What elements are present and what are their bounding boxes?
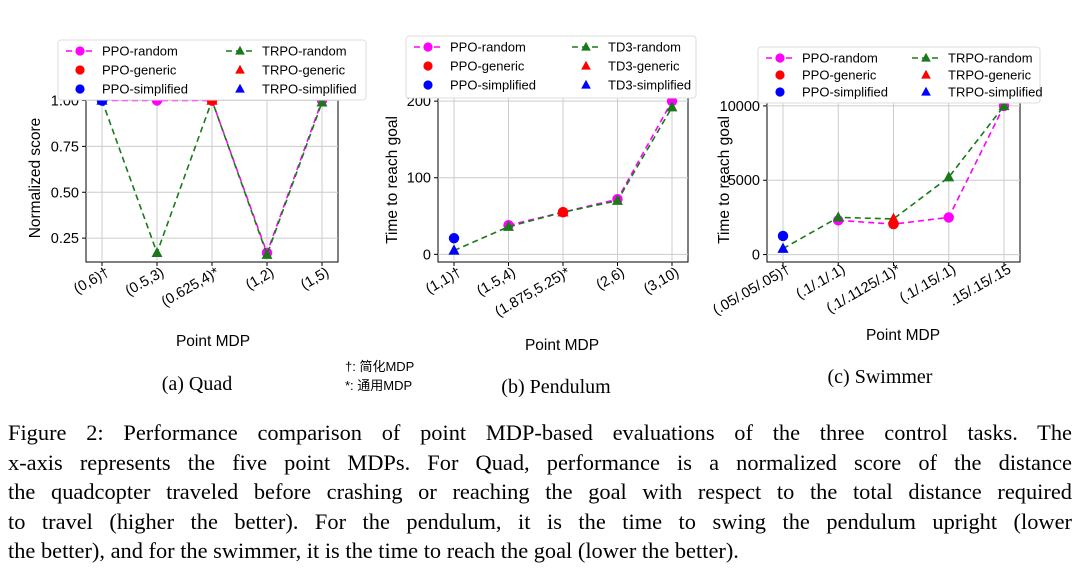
legend-label: PPO-random [450, 40, 526, 55]
legend-marker [235, 45, 245, 55]
caption-line: the better), and for the swimmer, it is … [8, 538, 739, 563]
x-tick-label: (0.5,3) [123, 265, 167, 300]
legend-label: TRPO-simplified [262, 82, 357, 97]
y-tick-label: 0.50 [51, 185, 79, 201]
legend-marker [581, 79, 591, 89]
legend-label: PPO-simplified [102, 82, 188, 97]
x-tick-label: .15/.15/.15 [947, 262, 1014, 310]
y-tick-label: 100 [407, 171, 431, 187]
data-point-ppo-random [666, 95, 678, 107]
legend-marker [775, 87, 785, 97]
series-line-trpo-random [782, 105, 1005, 250]
data-point-td3-simplified [448, 244, 460, 255]
legend-marker [423, 80, 433, 90]
legend-label: PPO-simplified [450, 78, 536, 93]
data-point-td3-generic [557, 206, 569, 217]
legend-box [757, 46, 1041, 104]
annotation-simplified-note: †: 简化MDP [345, 359, 414, 374]
legend-marker [775, 53, 785, 63]
data-point-trpo-random [261, 248, 273, 259]
y-tick-label: 0 [423, 247, 431, 263]
x-axis-label: Point MDP [866, 327, 940, 344]
legend-label: PPO-random [102, 44, 178, 59]
legend-marker [75, 65, 85, 75]
legend-label: PPO-random [802, 51, 878, 66]
data-point-ppo-simplified [777, 230, 789, 242]
x-tick-label: (1,1)† [423, 265, 464, 298]
y-tick-label: 0.75 [51, 139, 79, 155]
x-tick-label: (2,6) [594, 265, 628, 294]
legend-label: TRPO-simplified [948, 85, 1043, 100]
data-point-trpo-random [943, 171, 955, 182]
data-point-td3-random [503, 220, 514, 231]
legend-label: PPO-generic [450, 59, 525, 74]
legend-marker [235, 83, 245, 93]
legend-label: TRPO-random [262, 44, 347, 59]
data-point-ppo-random [943, 212, 954, 223]
legend-label: TRPO-generic [262, 63, 346, 78]
legend-marker [581, 60, 591, 70]
legend-marker [75, 84, 85, 94]
legend-marker [921, 86, 931, 96]
quad-chart: (0,6)† (0.5,3)(0.625,4)* (1,2) (1,5) 0.25 0.5… [27, 39, 367, 395]
y-axis-label: Time to reach goal [716, 116, 733, 244]
legend-box [405, 35, 697, 99]
legend-label: TRPO-generic [948, 68, 1032, 83]
y-axis-label: Time to reach goal [384, 116, 401, 244]
legend-label: PPO-generic [102, 63, 177, 78]
data-point-trpo-random [998, 99, 1010, 111]
data-point-trpo-random [151, 246, 163, 257]
data-point-trpo-random [316, 96, 328, 107]
y-tick-label: 0 [752, 248, 760, 264]
legend-label: TD3-generic [608, 59, 680, 74]
x-tick-label: (0.625,4)* [159, 264, 222, 310]
legend-marker [921, 52, 931, 62]
legend-marker [921, 69, 931, 79]
legend-label: TD3-simplified [608, 78, 691, 93]
subplot-caption: (c) Swimmer [828, 366, 933, 388]
data-point-trpo-simplified [777, 242, 789, 253]
legend-box [57, 39, 367, 101]
swimmer-chart: (.05/.05/.05)† (.1/.1/.1)(.1/.1125/.1)*(.… [710, 46, 1043, 388]
data-point-trpo-generic [888, 212, 899, 224]
caption-line: Figure 2: Performance comparison of poin… [8, 420, 1072, 445]
series-line-ppo-random [838, 105, 1005, 225]
subplot-caption: (a) Quad [162, 373, 233, 395]
x-axis-label: Point MDP [525, 337, 599, 354]
y-tick-label: 10000 [720, 99, 760, 115]
y-axis-label: Normalized score [27, 118, 44, 239]
x-tick-label: (1,5) [298, 265, 332, 294]
legend-label: PPO-simplified [802, 85, 888, 100]
x-tick-label: (3,10) [641, 265, 682, 298]
x-tick-label: (.05/.05/.05)† [710, 262, 793, 319]
legend-label: TD3-random [608, 40, 681, 55]
legend-label: TRPO-random [948, 51, 1033, 66]
legend-marker [423, 61, 433, 71]
y-tick-label: 0.25 [51, 231, 79, 247]
data-point-td3-random [612, 194, 623, 205]
caption-line: the quadcopter traveled before crashing … [8, 479, 1072, 504]
data-point-trpo-random [832, 211, 844, 222]
annotation-generic-note: *: 通用MDP [345, 378, 412, 393]
x-axis-label: Point MDP [176, 333, 250, 350]
figure: (0,6)† (0.5,3)(0.625,4)* (1,2) (1,5) 0.25 0.5… [27, 35, 1043, 398]
x-tick-label: (1,2) [243, 265, 277, 294]
legend-marker [423, 42, 433, 52]
legend-marker [581, 41, 591, 51]
figure-caption: Figure 2: Performance comparison of poin… [8, 418, 1072, 566]
caption-line: to travel (higher the better). For the p… [8, 508, 1072, 534]
pendulum-chart: (1,1)† (1.5,4)(1.875,5.25)* (2,6) (3,10)010… [384, 35, 697, 398]
data-point-ppo-simplified [448, 233, 460, 244]
legend-marker [235, 64, 245, 74]
subplot-caption: (b) Pendulum [501, 376, 611, 398]
data-point-td3-random [666, 101, 678, 112]
caption-line: x-axis represents the five point MDPs. F… [8, 449, 1072, 475]
x-tick-label: (0,6)† [71, 265, 112, 298]
legend-marker [75, 46, 85, 56]
legend-label: PPO-generic [802, 68, 877, 83]
legend-marker [775, 70, 785, 80]
y-tick-label: 5000 [728, 173, 760, 189]
